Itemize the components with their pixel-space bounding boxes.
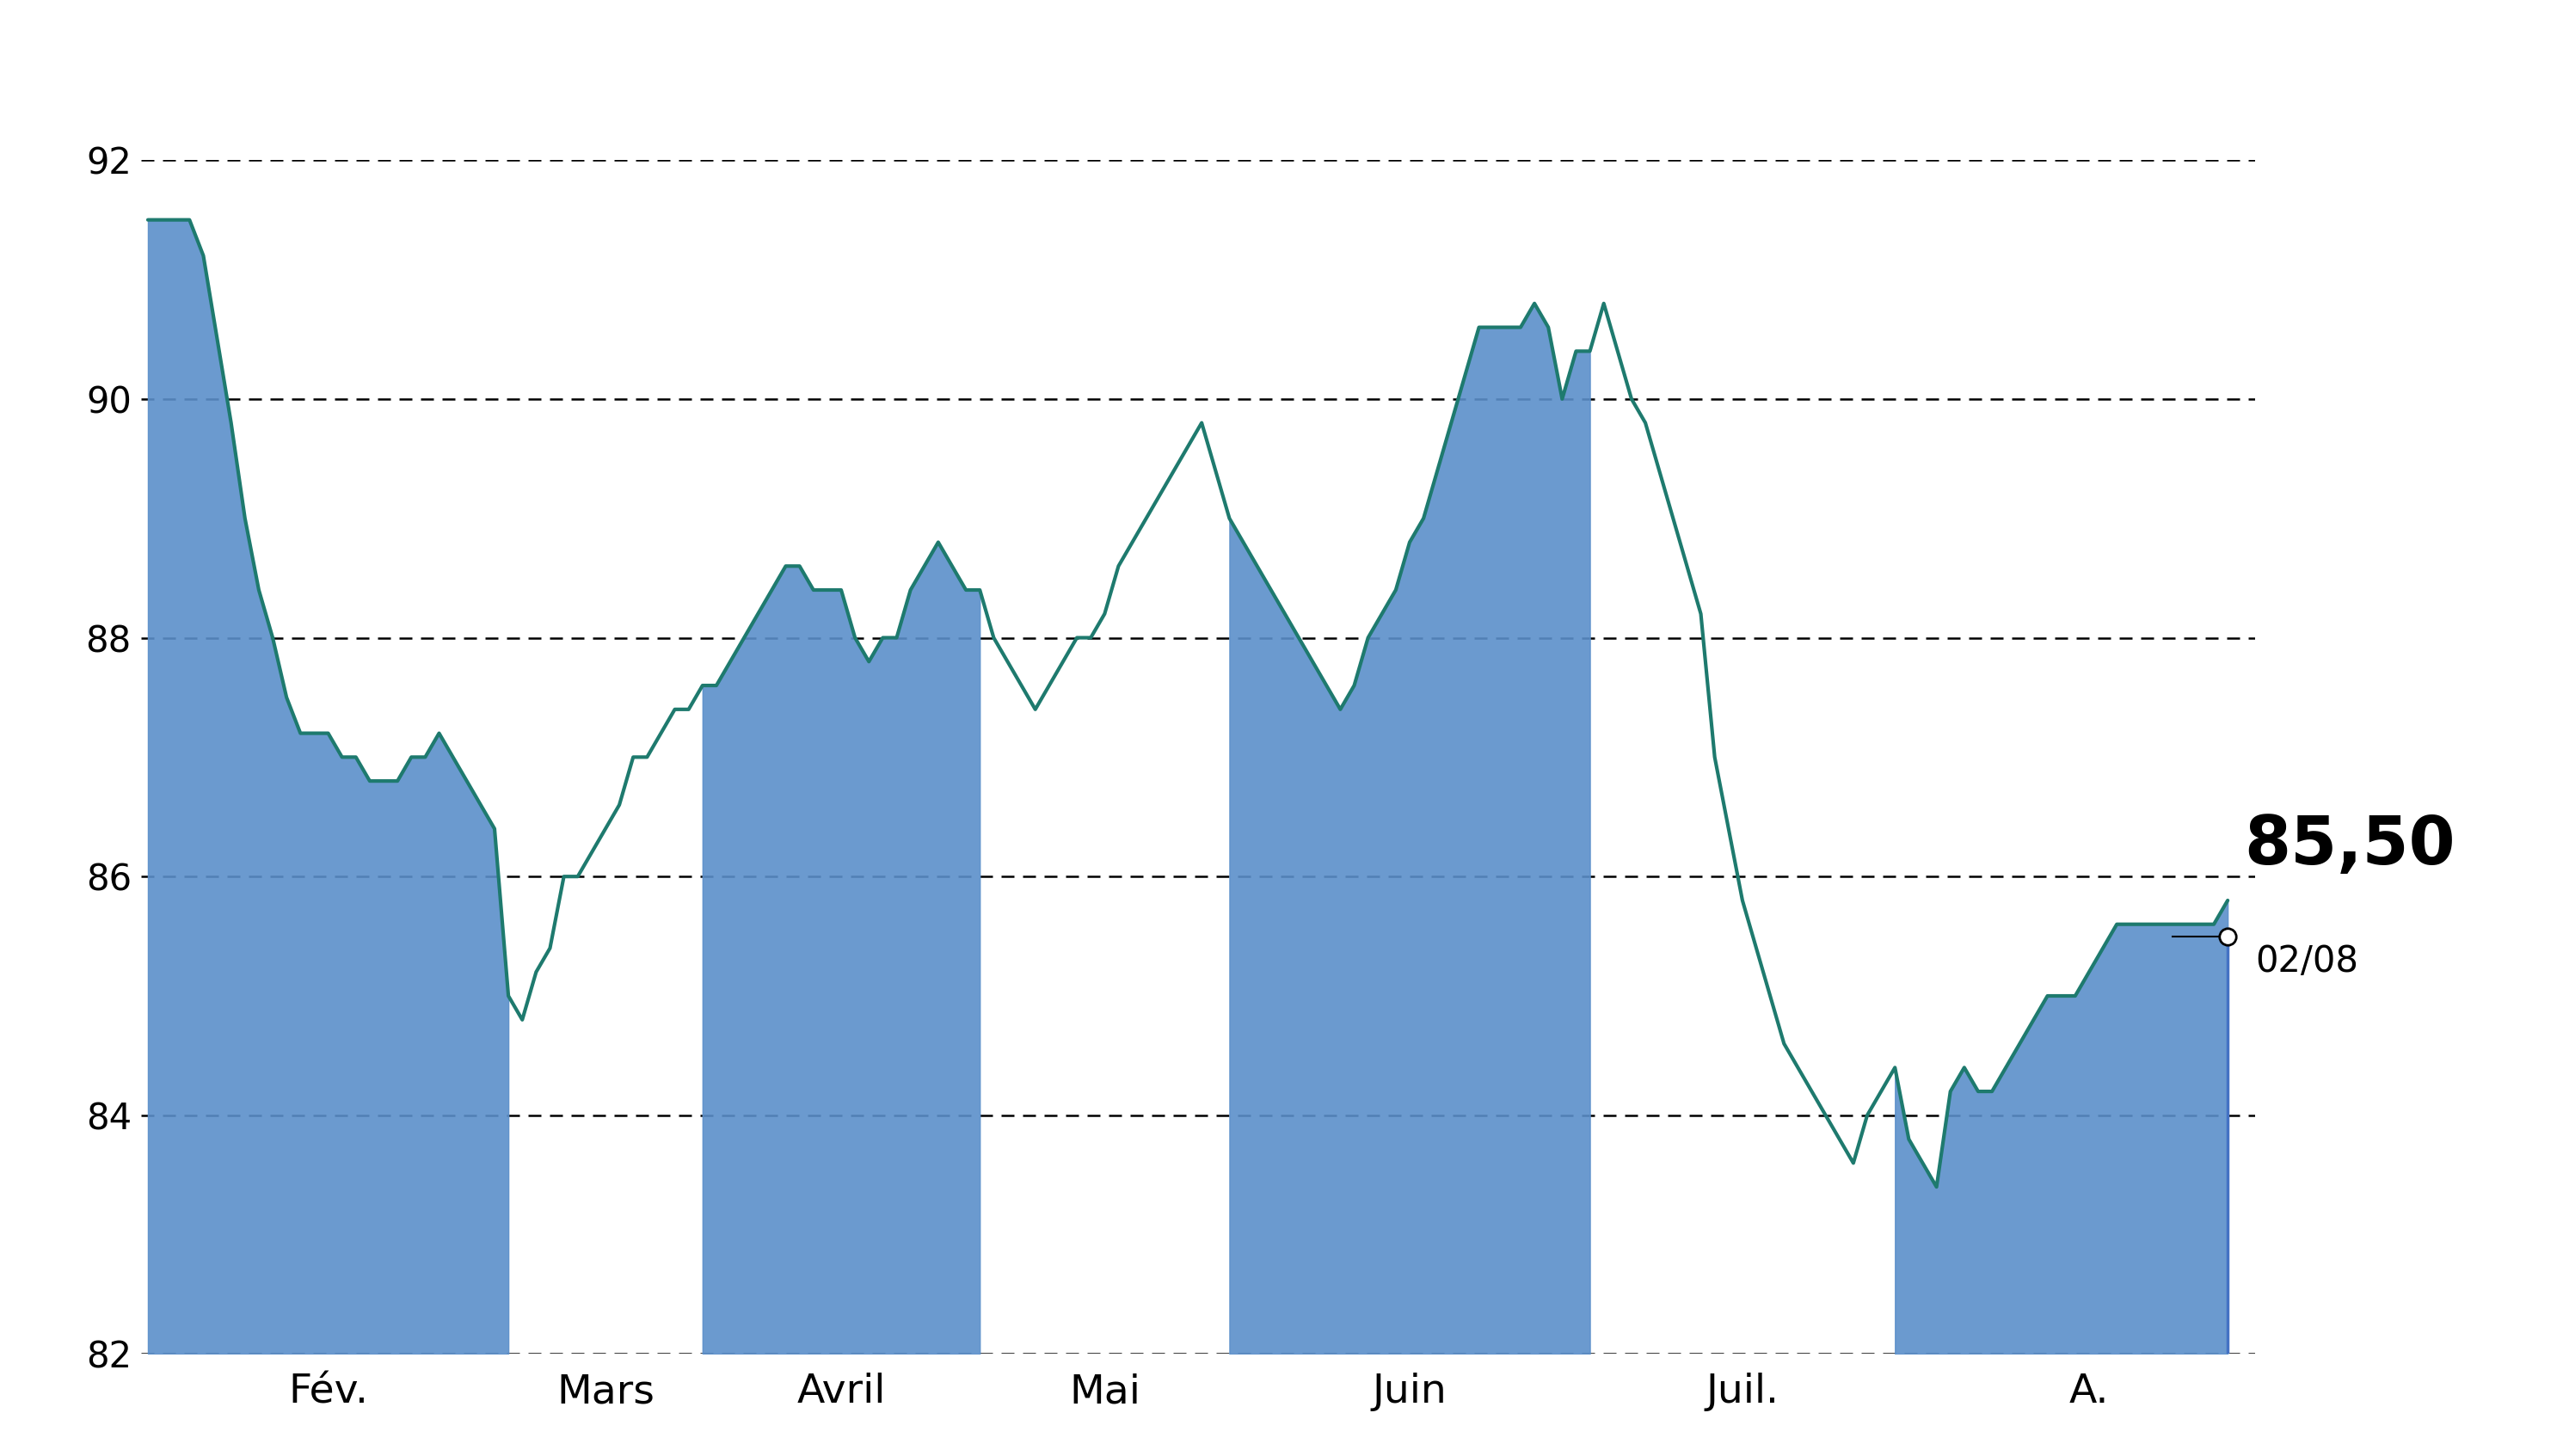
Text: 02/08: 02/08 xyxy=(2255,943,2358,980)
Text: 85,50: 85,50 xyxy=(2245,812,2455,878)
Text: SELECTIRENTE: SELECTIRENTE xyxy=(892,19,1671,112)
